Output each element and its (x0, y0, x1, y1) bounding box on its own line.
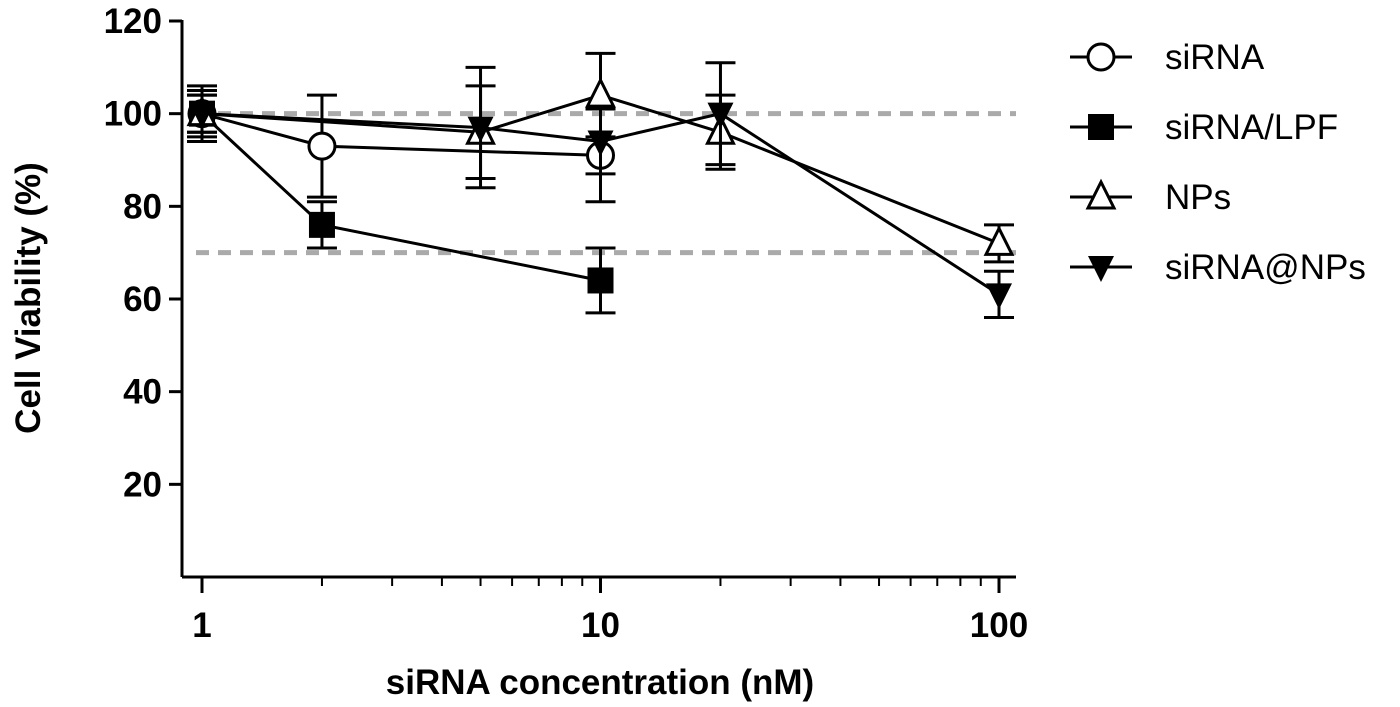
data-point (587, 267, 614, 294)
y-tick-label: 20 (123, 465, 162, 504)
x-tick-label: 1 (192, 606, 211, 645)
legend-item: NPs (1070, 178, 1231, 217)
y-tick-label: 80 (123, 187, 162, 226)
legend-item: siRNA@NPs (1070, 248, 1366, 287)
y-tick-label: 120 (104, 2, 162, 41)
legend-label: siRNA@NPs (1165, 248, 1366, 287)
legend-item: siRNA/LPF (1070, 108, 1338, 147)
data-point (983, 225, 1015, 256)
data-point (707, 102, 734, 129)
y-tick-label: 40 (123, 373, 162, 412)
data-point (986, 283, 1012, 310)
reference-lines (196, 111, 1016, 256)
legend-label: siRNA/LPF (1165, 108, 1338, 147)
legend-item: siRNA (1070, 38, 1265, 77)
legend-label: NPs (1165, 178, 1231, 217)
y-axis-label: Cell Viability (%) (9, 162, 48, 434)
series-3 (187, 61, 1014, 320)
legend-label: siRNA (1165, 38, 1265, 77)
legend-marker (1086, 42, 1116, 72)
series-layer (186, 51, 1015, 320)
y-ticks: 20 40 60 80 100 120 (104, 2, 182, 504)
x-tick-label: 100 (970, 606, 1028, 645)
y-tick-label: 100 (104, 95, 162, 134)
series-0 (187, 89, 616, 204)
data-point (587, 130, 614, 157)
x-ticks: 1 10 100 (192, 577, 1028, 645)
x-axis-label: siRNA concentration (nM) (386, 663, 814, 702)
data-point (189, 102, 215, 129)
legend-marker (1088, 114, 1114, 140)
legend: siRNA siRNA/LPF NPs siRNA@NPs (1070, 38, 1366, 287)
data-point (467, 116, 494, 143)
data-point (308, 211, 335, 238)
legend-marker (1085, 178, 1117, 210)
x-tick-label: 10 (581, 606, 620, 645)
series-line (200, 112, 601, 282)
data-point (307, 131, 337, 161)
y-tick-label: 60 (123, 280, 162, 319)
legend-marker (1088, 256, 1114, 282)
data-point (585, 76, 616, 108)
